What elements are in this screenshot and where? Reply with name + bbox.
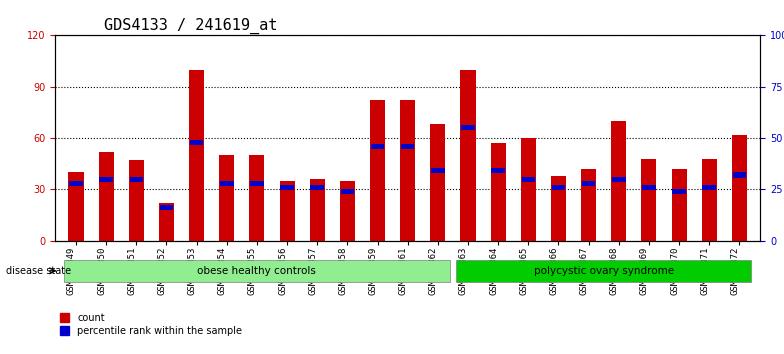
Bar [401,144,415,149]
Bar [582,181,595,186]
Bar [672,189,686,194]
Bar [430,124,445,241]
FancyBboxPatch shape [456,260,751,282]
Bar [551,176,566,241]
Bar [250,181,263,186]
Bar [220,181,234,186]
Bar [220,155,234,241]
Bar [461,125,475,130]
Bar [460,70,476,241]
Bar [159,203,174,241]
Bar [129,177,143,182]
Bar [731,135,747,241]
Text: polycystic ovary syndrome: polycystic ovary syndrome [534,266,673,276]
Bar [68,172,84,241]
Bar [310,185,324,190]
Bar [310,179,325,241]
Text: GDS4133 / 241619_at: GDS4133 / 241619_at [104,18,278,34]
FancyBboxPatch shape [64,260,450,282]
Bar [69,181,83,186]
Bar [339,181,355,241]
Text: disease state: disease state [6,266,71,276]
Bar [280,185,294,190]
Bar [552,185,565,190]
Bar [732,172,746,178]
Bar [642,185,655,190]
Bar [99,152,114,241]
Bar [189,70,204,241]
Bar [100,177,113,182]
Bar [431,169,445,173]
Bar [190,139,203,145]
Bar [129,160,143,241]
Bar [521,138,535,241]
Bar [492,169,505,173]
Bar [400,101,416,241]
Bar [672,169,687,241]
Bar [370,101,385,241]
Bar [371,144,384,149]
Bar [612,121,626,241]
Bar [702,159,717,241]
Bar [249,155,264,241]
Bar [702,185,716,190]
Bar [581,169,596,241]
Bar [491,143,506,241]
Bar [641,159,656,241]
Bar [340,189,354,194]
Bar [612,177,626,182]
Bar [280,181,295,241]
Bar [521,177,535,182]
Text: obese healthy controls: obese healthy controls [198,266,317,276]
Bar [160,205,173,210]
Legend: count, percentile rank within the sample: count, percentile rank within the sample [60,313,242,336]
